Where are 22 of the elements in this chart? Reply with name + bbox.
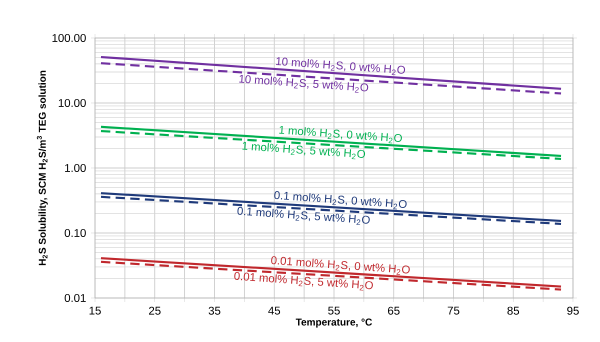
y-tick-label: 1.00: [65, 164, 86, 172]
x-axis-title: Temperature, °C: [296, 318, 372, 328]
x-tick-label: 75: [448, 306, 460, 315]
x-tick-label: 55: [328, 306, 340, 315]
y-axis-title: H$_{2}$S Solubility, SCM H$_{2}$S/m$^{3}$ TEG solution: [36, 70, 48, 266]
x-tick-label: 35: [208, 306, 220, 315]
x-tick-label: 65: [388, 306, 400, 315]
series-label: 0.1 mol% H$_{2}$S, 5 wt% H$_{2}$O: [237, 206, 370, 226]
x-tick-label: 85: [507, 306, 520, 315]
y-tick-label: 100.00: [52, 34, 86, 42]
y-tick-label: 0.10: [64, 228, 86, 237]
x-tick-label: 45: [268, 306, 280, 315]
x-tick-label: 25: [149, 306, 161, 315]
y-tick-label: 0.01: [64, 294, 86, 302]
series-label: 10 mol% H$_{2}$S, 5 wt% H$_{2}$O: [239, 74, 368, 93]
series-label: 1 mol% H$_{2}$S, 5 wt% H$_{2}$O: [242, 142, 366, 160]
y-tick-label: 10.00: [58, 98, 86, 107]
series-label: 0.1 mol% H$_{2}$S, 0 wt% H$_{2}$O: [274, 191, 407, 210]
series-label: 1 mol% H$_{2}$S, 0 wt% H$_{2}$O: [279, 126, 402, 144]
x-tick-label: 95: [567, 306, 579, 315]
x-tick-label: 15: [90, 306, 101, 315]
series-label: 10 mol% H$_{2}$S, 0 wt% H$_{2}$O: [276, 57, 406, 76]
